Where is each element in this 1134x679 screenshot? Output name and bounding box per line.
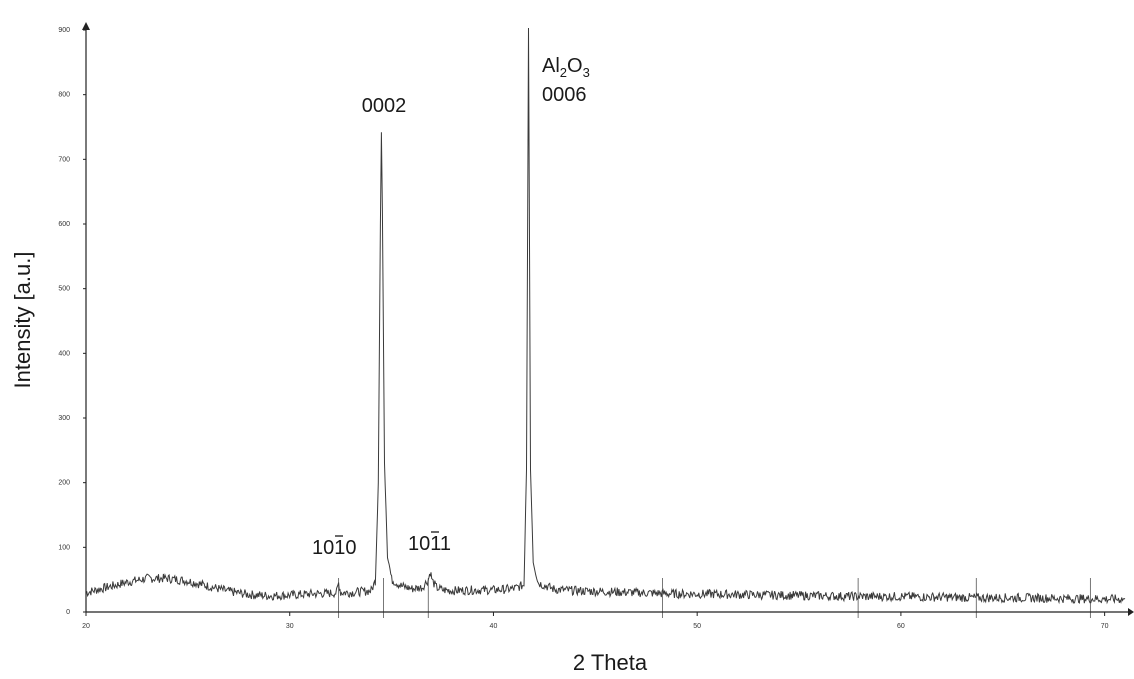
x-axis-ticks: 20 30 40 50 60 70	[82, 612, 1109, 630]
x-tick-label: 20	[82, 623, 90, 630]
y-tick-label: 0	[66, 609, 70, 616]
y-tick-label: 700	[58, 156, 70, 163]
peak-label-0002: 0002	[362, 95, 407, 117]
x-axis-arrow	[1128, 608, 1134, 616]
x-tick-label: 60	[897, 623, 905, 630]
y-tick-label: 500	[58, 286, 70, 293]
x-tick-label: 30	[286, 623, 294, 630]
x-tick-label: 50	[693, 623, 701, 630]
y-axis-ticks: 0 100 200 300 400 500 600 700 800 900	[58, 27, 86, 616]
y-tick-label: 100	[58, 544, 70, 551]
x-tick-label: 70	[1101, 623, 1109, 630]
y-tick-label: 300	[58, 415, 70, 422]
series-line	[85, 27, 1126, 605]
x-axis-label: 2 Theta	[573, 650, 648, 675]
y-axis-arrow	[82, 22, 90, 30]
peak-label-al2o3: Al2O3	[542, 55, 590, 80]
y-tick-label: 600	[58, 221, 70, 228]
peak-label-0006: 0006	[542, 84, 587, 106]
y-tick-label: 800	[58, 92, 70, 99]
y-tick-label: 900	[58, 27, 70, 34]
y-tick-label: 200	[58, 480, 70, 487]
x-tick-label: 40	[490, 623, 498, 630]
peak-label-10-10: 1010	[312, 537, 357, 559]
y-axis-label: Intensity [a.u.]	[10, 252, 35, 389]
peak-label-10-11: 1011	[408, 533, 451, 555]
y-tick-label: 400	[58, 350, 70, 357]
